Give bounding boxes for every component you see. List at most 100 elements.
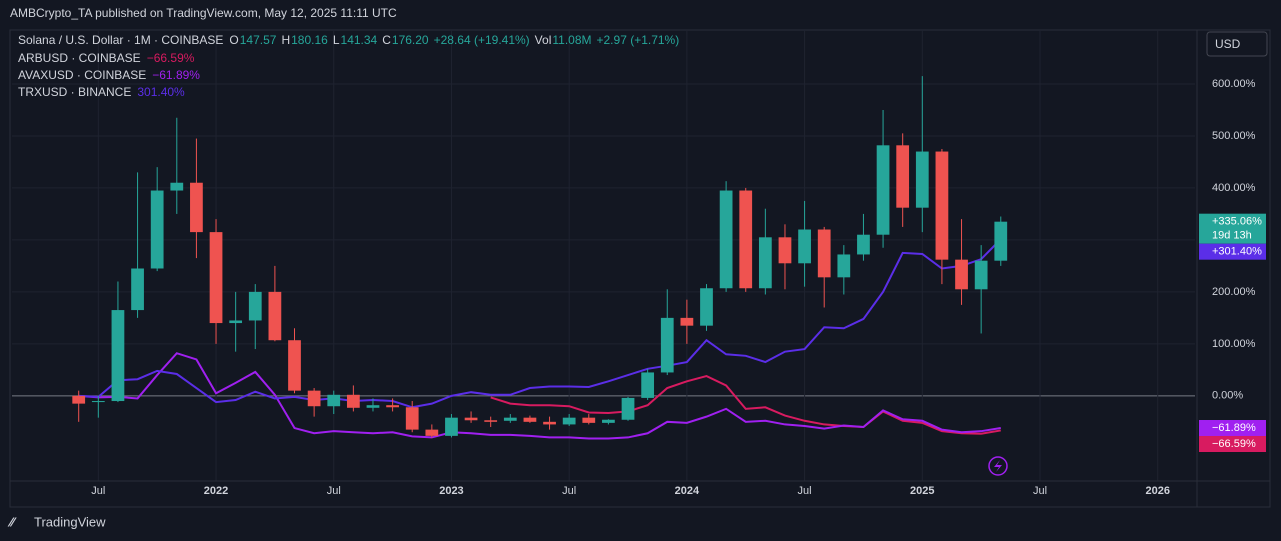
candle-body bbox=[523, 417, 537, 422]
candle-body bbox=[131, 268, 144, 311]
candle-body bbox=[896, 145, 910, 208]
candle-body bbox=[660, 317, 674, 373]
candle-body bbox=[484, 420, 498, 422]
x-tick-label: Jul bbox=[327, 485, 341, 497]
price-label-box bbox=[1199, 420, 1266, 437]
series-line bbox=[78, 238, 1002, 409]
candle-body bbox=[935, 151, 949, 260]
logo: ⁄⁄ bbox=[7, 514, 17, 529]
candle-body bbox=[346, 394, 360, 408]
legend-value: Vol bbox=[535, 33, 552, 47]
y-tick-label: 0.00% bbox=[1212, 390, 1243, 402]
countdown-label: 19d 13h bbox=[1212, 230, 1252, 242]
candle-body bbox=[170, 182, 184, 191]
legend-series-value: −66.59% bbox=[147, 51, 195, 65]
price-label-box bbox=[1199, 243, 1266, 260]
legend-series-value: 301.40% bbox=[137, 85, 185, 99]
candle-body bbox=[111, 310, 125, 402]
candle-body bbox=[72, 395, 86, 404]
candle-body bbox=[955, 259, 968, 290]
candle-body bbox=[680, 317, 694, 326]
candle-body bbox=[464, 417, 478, 421]
footer: TradingView bbox=[34, 514, 106, 529]
candle-body bbox=[150, 190, 164, 269]
lightning-icon[interactable] bbox=[988, 456, 1008, 476]
legend-value: O bbox=[229, 33, 238, 47]
candle-body bbox=[719, 190, 733, 289]
candle-body bbox=[778, 237, 792, 264]
candle-body bbox=[268, 291, 282, 341]
x-tick-label: Jul bbox=[562, 485, 576, 497]
candle-body bbox=[621, 397, 635, 420]
x-tick-label: 2023 bbox=[439, 485, 463, 497]
candle-body bbox=[562, 417, 576, 425]
candle-body bbox=[798, 229, 811, 264]
legend-series: ARBUSD · COINBASE bbox=[18, 51, 141, 65]
legend-symbol: Solana / U.S. Dollar · 1M · COINBASE bbox=[18, 33, 223, 47]
candle-body bbox=[876, 145, 890, 235]
price-label-box bbox=[1199, 436, 1266, 453]
header: AMBCrypto_TA published on TradingView.co… bbox=[10, 6, 397, 20]
candle-body bbox=[700, 288, 713, 326]
legend-value: 180.16 bbox=[291, 33, 328, 47]
legend-value: +2.97 (+1.71%) bbox=[597, 33, 680, 47]
candle-body bbox=[817, 229, 831, 278]
candle-body bbox=[602, 419, 615, 423]
x-tick-label: 2022 bbox=[204, 485, 228, 497]
candle-body bbox=[837, 254, 851, 278]
x-tick-label: 2025 bbox=[910, 485, 934, 497]
x-tick-label: Jul bbox=[91, 485, 105, 497]
candle-body bbox=[327, 394, 341, 407]
y-tick-label: 500.00% bbox=[1212, 130, 1256, 142]
price-label: +335.06% bbox=[1212, 216, 1262, 228]
y-tick-label: 600.00% bbox=[1212, 78, 1256, 90]
price-label: +301.40% bbox=[1212, 246, 1262, 258]
legend-value: 11.08M bbox=[552, 33, 591, 47]
currency-button[interactable] bbox=[1206, 31, 1268, 57]
legend-series: AVAXUSD · COINBASE bbox=[18, 68, 146, 82]
candle-body bbox=[209, 232, 223, 324]
currency-label[interactable]: USD bbox=[1215, 37, 1241, 51]
x-tick-label: 2024 bbox=[675, 485, 700, 497]
candle-body bbox=[386, 405, 399, 408]
legend-value: L bbox=[333, 33, 340, 47]
candle-body bbox=[405, 407, 419, 430]
price-label-box bbox=[1199, 213, 1266, 244]
candle-body bbox=[543, 421, 556, 425]
y-tick-label: 200.00% bbox=[1212, 286, 1256, 298]
legend-value: H bbox=[281, 33, 290, 47]
candle-body bbox=[994, 221, 1008, 261]
price-label: −66.59% bbox=[1212, 438, 1256, 450]
y-tick-label: 100.00% bbox=[1212, 338, 1256, 350]
legend-series: TRXUSD · BINANCE bbox=[18, 85, 131, 99]
candle-body bbox=[366, 405, 380, 408]
candle-body bbox=[445, 417, 458, 436]
price-label: −61.89% bbox=[1212, 422, 1256, 434]
series-line bbox=[78, 352, 1001, 440]
legend-value: C bbox=[382, 33, 391, 47]
candle-body bbox=[248, 291, 262, 321]
candle-body bbox=[974, 260, 988, 290]
candle-body bbox=[915, 151, 929, 208]
candle-body bbox=[857, 234, 870, 255]
candle-body bbox=[758, 237, 772, 289]
x-tick-label: 2026 bbox=[1145, 485, 1169, 497]
x-tick-label: Jul bbox=[798, 485, 812, 497]
candle-body bbox=[503, 417, 517, 421]
candle-body bbox=[582, 417, 596, 423]
candle-body bbox=[91, 401, 105, 403]
y-tick-label: 400.00% bbox=[1212, 182, 1256, 194]
legend-value: 176.20 bbox=[392, 33, 429, 47]
candle-body bbox=[190, 182, 203, 233]
candle-body bbox=[307, 390, 321, 407]
legend-series-value: −61.89% bbox=[152, 68, 200, 82]
candle-body bbox=[739, 190, 753, 289]
series-line bbox=[490, 375, 1001, 435]
legend-value: 147.57 bbox=[240, 33, 277, 47]
candle-body bbox=[641, 372, 655, 398]
x-tick-label: Jul bbox=[1033, 485, 1047, 497]
candle-body bbox=[229, 320, 243, 324]
candle-body bbox=[425, 429, 439, 436]
